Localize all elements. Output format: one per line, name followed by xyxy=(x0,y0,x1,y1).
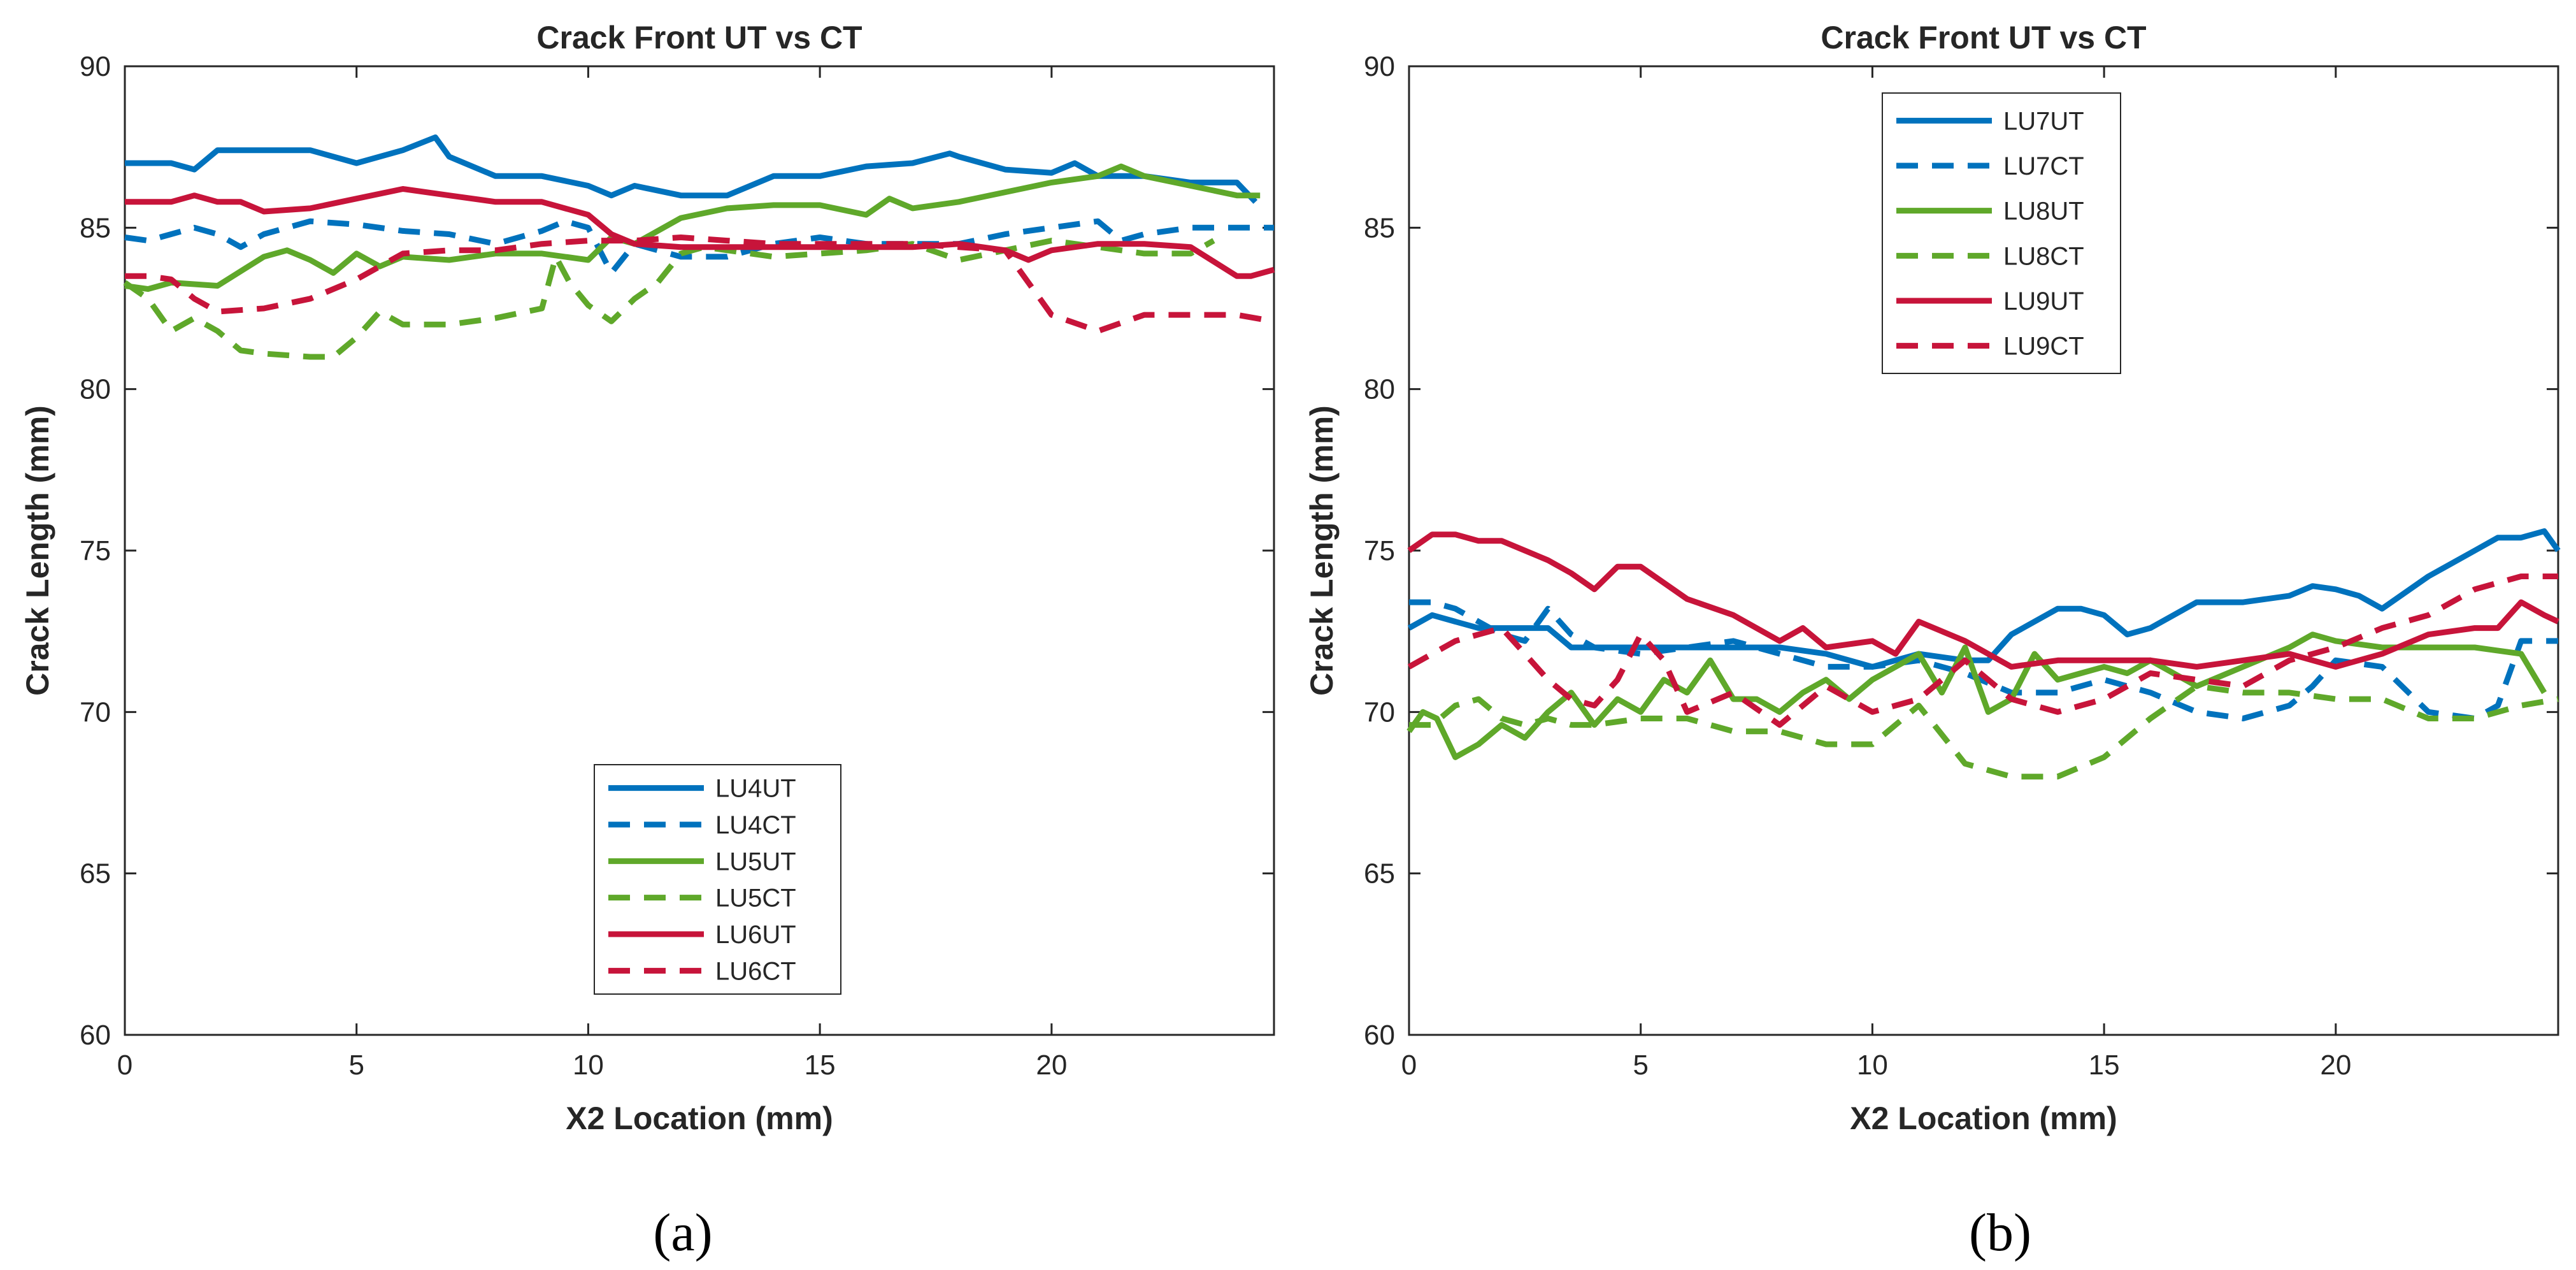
legend-label-lu5ut: LU5UT xyxy=(715,848,796,876)
panel-caption: (a) xyxy=(653,1203,712,1262)
chart-panel-b: 0 5 10 15 20 60 65 70 75 80 85 90 Crack Front UT vs … xyxy=(1304,20,2561,1262)
series-line-lu9ut xyxy=(1407,531,2559,670)
y-axis-label: Crack Length (mm) xyxy=(1304,405,1340,696)
y-tick-label: 65 xyxy=(80,858,111,890)
y-tick-label: 80 xyxy=(1364,374,1395,405)
legend-label-lu5ct: LU5CT xyxy=(715,884,796,913)
x-tick-label: 5 xyxy=(1633,1050,1648,1081)
legend: LU7UT LU7CT LU8UT LU8CT LU9UT LU9CT xyxy=(1882,92,2121,374)
legend-label-lu9ct: LU9CT xyxy=(2003,333,2084,361)
y-tick-label: 60 xyxy=(80,1020,111,1051)
chart-panel-a: 0 5 10 15 20 60 65 70 75 80 85 90 Crack Front UT vs … xyxy=(20,20,1275,1262)
series-line-lu7ut xyxy=(1407,528,2561,670)
panel-caption: (b) xyxy=(1969,1203,2031,1262)
legend: LU4UT LU4CT LU5UT LU5CT LU6UT LU6CT xyxy=(594,764,841,995)
legend-label-lu7ct: LU7CT xyxy=(2003,152,2084,180)
x-tick-label: 15 xyxy=(2089,1050,2120,1081)
legend-label-lu4ct: LU4CT xyxy=(715,811,796,839)
x-tick-label: 10 xyxy=(573,1050,604,1081)
legend-label-lu4ut: LU4UT xyxy=(715,775,796,803)
x-tick-label: 20 xyxy=(2320,1050,2351,1081)
x-tick-label: 5 xyxy=(348,1050,364,1081)
legend-label-lu6ut: LU6UT xyxy=(715,921,796,949)
series-line-lu5ct xyxy=(123,238,1215,360)
legend-label-lu6ct: LU6CT xyxy=(715,957,796,985)
series-line-lu9ct xyxy=(1407,574,2558,728)
series-line-lu7ct xyxy=(1409,599,2558,721)
series-line-lu8ut xyxy=(1406,631,2547,760)
y-tick-label: 70 xyxy=(80,696,111,728)
legend-label-lu7ut: LU7UT xyxy=(2003,107,2084,135)
legend-label-lu9ut: LU9UT xyxy=(2003,287,2084,315)
x-tick-label: 0 xyxy=(1401,1050,1417,1081)
series-line-lu4ct xyxy=(124,218,1274,276)
chart-title: Crack Front UT vs CT xyxy=(536,20,862,55)
series-line-lu6ct xyxy=(125,235,1275,334)
y-tick-label: 75 xyxy=(1364,535,1395,566)
y-tick-label: 70 xyxy=(1364,696,1395,728)
chart-title: Crack Front UT vs CT xyxy=(1821,20,2146,55)
y-tick-label: 80 xyxy=(80,374,111,405)
legend-box xyxy=(594,764,841,995)
x-tick-label: 10 xyxy=(1857,1050,1888,1081)
legend-label-lu8ut: LU8UT xyxy=(2003,198,2084,226)
x-axis-label: X2 Location (mm) xyxy=(1850,1100,2117,1136)
series-line-lu8ct xyxy=(1409,683,2559,780)
y-tick-label: 65 xyxy=(1364,858,1395,890)
legend-label-lu8ct: LU8CT xyxy=(2003,242,2084,270)
x-tick-label: 15 xyxy=(805,1050,836,1081)
x-tick-label: 20 xyxy=(1036,1050,1067,1081)
series-line-lu6ut xyxy=(125,186,1275,279)
y-tick-label: 90 xyxy=(80,51,111,82)
series-line-lu4ut xyxy=(125,134,1258,204)
y-axis-label: Crack Length (mm) xyxy=(20,405,55,696)
y-tick-label: 75 xyxy=(80,535,111,566)
legend-box xyxy=(1882,92,2121,374)
x-axis-label: X2 Location (mm) xyxy=(566,1100,833,1136)
x-tick-label: 0 xyxy=(117,1050,132,1081)
y-tick-label: 85 xyxy=(80,212,111,243)
y-tick-label: 85 xyxy=(1364,212,1395,243)
y-tick-label: 90 xyxy=(1364,51,1395,82)
y-tick-label: 60 xyxy=(1364,1020,1395,1051)
